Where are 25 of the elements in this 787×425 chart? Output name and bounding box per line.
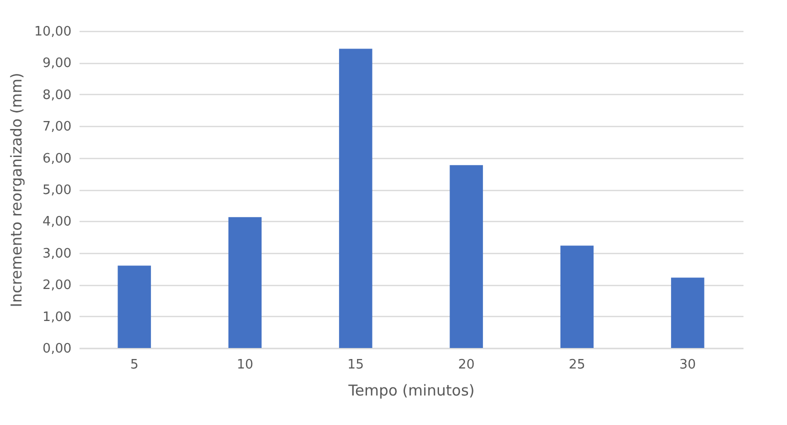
y-tick-label: 8,00 (42, 88, 72, 103)
bar (339, 48, 372, 348)
x-tick-label: 25 (568, 358, 586, 372)
bar (560, 246, 594, 348)
y-tick-label: 7,00 (42, 120, 72, 135)
y-axis-title: Incremento reorganizado (mm) (7, 72, 26, 308)
x-tick-label: 5 (130, 358, 138, 372)
x-tick-label: 15 (347, 358, 364, 372)
bar (118, 266, 151, 348)
y-tick-label: 9,00 (42, 56, 72, 72)
y-tick-label: 10,00 (34, 24, 72, 40)
y-tick-label: 6,00 (42, 151, 72, 166)
y-tick-label: 5,00 (42, 183, 72, 198)
bar (228, 217, 262, 348)
y-tick-label: 2,00 (42, 278, 72, 294)
x-tick-label: 10 (236, 358, 254, 372)
y-tick-label: 3,00 (42, 246, 72, 262)
y-tick-label: 1,00 (42, 310, 72, 325)
x-tick-label: 30 (679, 358, 696, 372)
bar (671, 278, 704, 348)
x-axis-title: Tempo (minutos) (347, 382, 475, 400)
x-tick-label: 20 (458, 358, 475, 372)
bar (450, 165, 483, 348)
y-tick-label: 0,00 (42, 342, 72, 356)
y-tick-label: 4,00 (42, 214, 72, 230)
